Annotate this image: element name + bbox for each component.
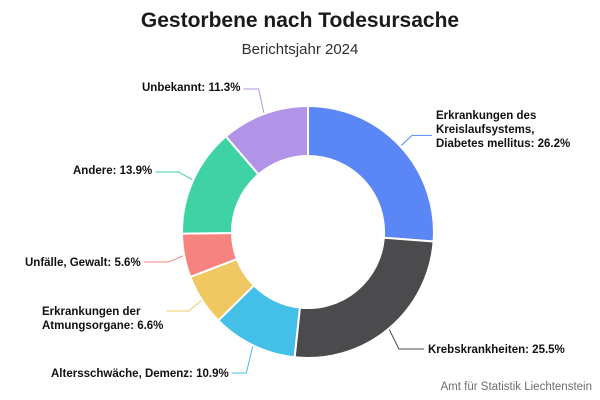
- label-connector-krebs: [388, 329, 424, 350]
- data-label-text: Unfälle, Gewalt: 5.6%: [25, 257, 141, 269]
- chart-title: Gestorbene nach Todesursache: [140, 9, 460, 32]
- data-label-text: Erkrankungen der: [42, 306, 141, 318]
- data-label-text: Altersschwäche, Demenz: 10.9%: [51, 368, 229, 380]
- data-label-altersschwaeche-demenz: Altersschwäche, Demenz: 10.9%: [51, 367, 229, 381]
- data-label-text: Andere: 13.9%: [73, 165, 153, 177]
- data-label-text: Diabetes mellitus: 26.2%: [436, 138, 571, 150]
- chart-subtitle: Berichtsjahr 2024: [241, 41, 359, 58]
- data-label-text: Kreislaufsystems,: [436, 124, 535, 136]
- label-connector-andere: [155, 171, 193, 181]
- label-connector-unbekannt: [243, 88, 265, 114]
- label-connector-kreislauf: [400, 134, 432, 146]
- data-label-text: Erkrankungen des: [436, 110, 537, 122]
- chart-credit: Amt für Statistik Liechtenstein: [440, 381, 592, 393]
- data-label-atmungsorgane: Erkrankungen der Atmungsorgane: 6.6%: [42, 305, 163, 333]
- data-label-kreislaufsystem: Erkrankungen des Kreislaufsystems, Diabe…: [436, 109, 570, 151]
- data-label-andere: Andere: 13.9%: [73, 164, 152, 178]
- label-connector-atmung: [166, 300, 202, 312]
- data-label-text: Unbekannt: 11.3%: [142, 82, 241, 94]
- data-label-text: Krebskrankheiten: 25.5%: [428, 344, 565, 356]
- data-label-unfaelle-gewalt: Unfälle, Gewalt: 5.6%: [25, 256, 141, 270]
- data-label-unbekannt: Unbekannt: 11.3%: [142, 81, 240, 95]
- pie-slice-kreislauf[interactable]: [307, 105, 435, 243]
- label-connector-alter: [231, 346, 254, 374]
- pie-slice-unbekannt[interactable]: [224, 105, 309, 176]
- pie-slice-krebs[interactable]: [293, 236, 435, 359]
- label-connector-unfaelle: [143, 255, 184, 263]
- data-label-krebskrankheiten: Krebskrankheiten: 25.5%: [428, 343, 565, 357]
- data-label-text: Atmungsorgane: 6.6%: [42, 320, 164, 332]
